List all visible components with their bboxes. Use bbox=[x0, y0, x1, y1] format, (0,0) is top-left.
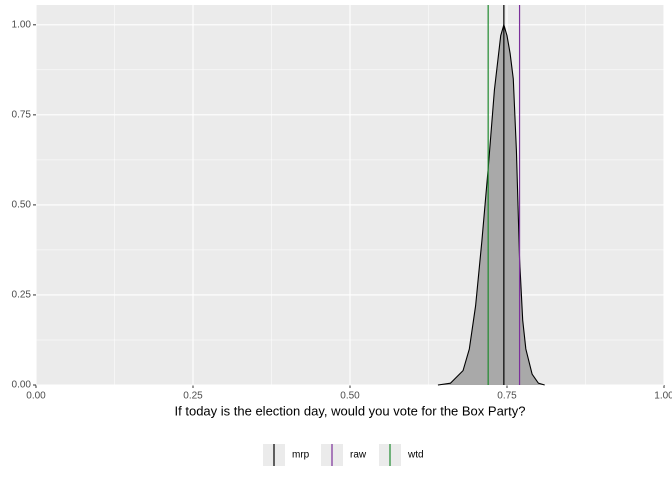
y-tick-label: 0.25 bbox=[12, 290, 32, 301]
density-curve bbox=[437, 22, 545, 386]
y-tick-label: 0.00 bbox=[12, 380, 32, 391]
y-tick-label: 1.00 bbox=[12, 19, 32, 30]
x-axis-title: If today is the election day, would you … bbox=[175, 403, 526, 418]
x-tick-label: 0.00 bbox=[26, 391, 46, 402]
legend-label: raw bbox=[350, 450, 367, 461]
y-tick-label: 0.50 bbox=[12, 200, 32, 211]
legend-label: wtd bbox=[407, 450, 424, 461]
density-area bbox=[437, 24, 545, 386]
legend-label: mrp bbox=[292, 450, 310, 461]
y-tick-label: 0.75 bbox=[12, 109, 32, 120]
x-tick-label: 0.75 bbox=[497, 391, 517, 402]
x-tick-label: 0.50 bbox=[340, 391, 360, 402]
x-tick-label: 0.25 bbox=[183, 391, 203, 402]
x-tick-label: 1.00 bbox=[654, 391, 672, 402]
